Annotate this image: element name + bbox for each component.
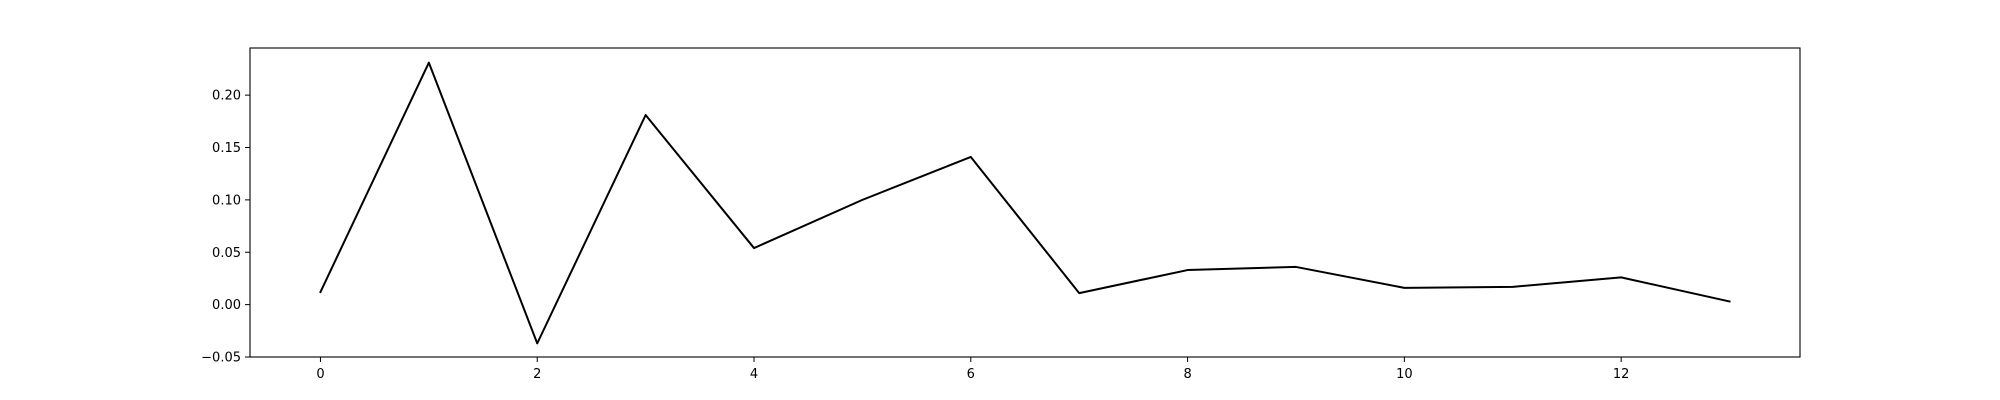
- y-tick-label: 0.05: [212, 246, 241, 261]
- x-tick-label: 4: [750, 367, 758, 382]
- series-layer: [319, 61, 1731, 345]
- y-axis-ticks: −0.05 0.00 0.05 0.10 0.15 0.20: [201, 89, 250, 366]
- y-tick-label: 0.20: [212, 89, 241, 104]
- series-line: [319, 61, 1731, 345]
- x-tick-label: 10: [1396, 367, 1413, 382]
- x-tick-label: 6: [967, 367, 975, 382]
- y-tick-label: −0.05: [201, 351, 241, 366]
- x-tick-label: 0: [316, 367, 324, 382]
- y-tick-label: 0.15: [212, 141, 241, 156]
- plot-frame: [249, 47, 1801, 358]
- x-axis-ticks: 0 2 4 6 8 10 12: [316, 357, 1629, 382]
- x-tick-label: 12: [1613, 367, 1630, 382]
- x-tick-label: 2: [533, 367, 541, 382]
- y-tick-label: 0.00: [212, 298, 241, 313]
- y-tick-label: 0.10: [212, 193, 241, 208]
- x-tick-label: 8: [1183, 367, 1191, 382]
